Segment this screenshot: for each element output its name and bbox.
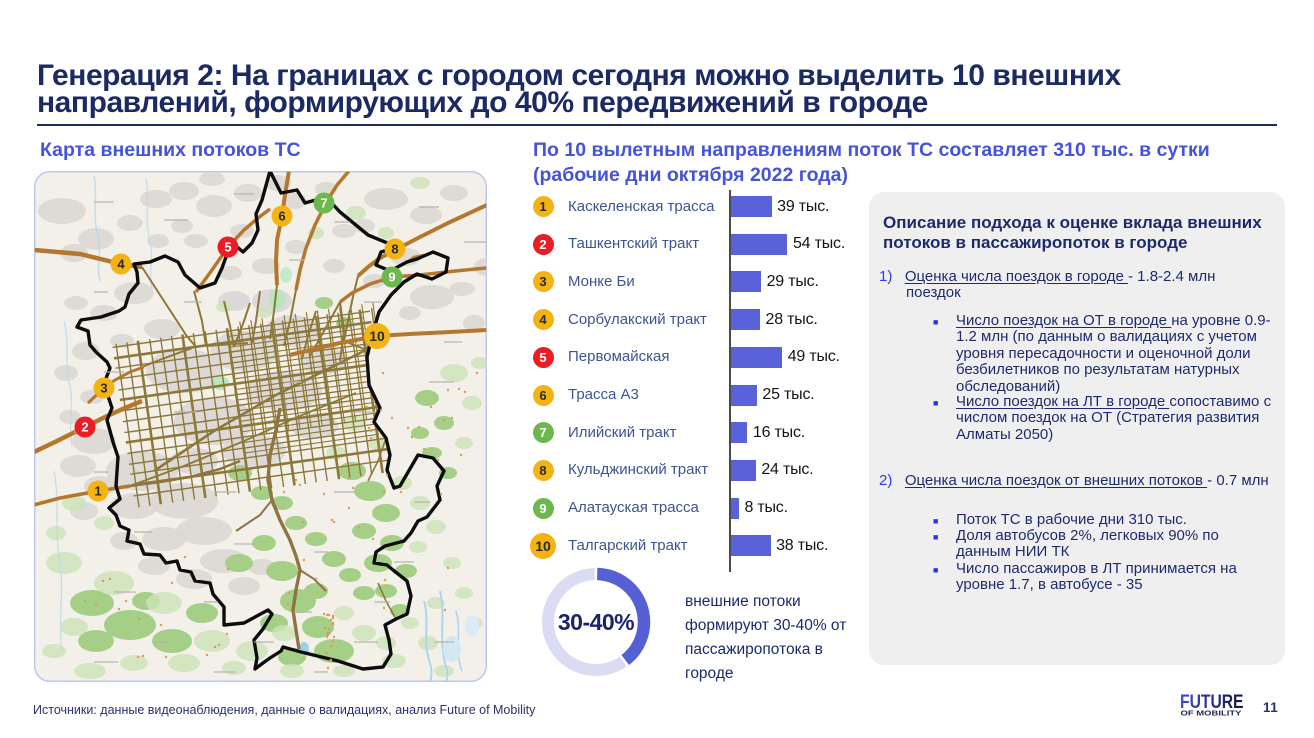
svg-text:5: 5 [224,240,231,255]
svg-text:7: 7 [320,196,327,211]
svg-text:FUTURE: FUTURE [1180,694,1244,713]
svg-text:4: 4 [117,257,125,272]
svg-text:10: 10 [369,328,385,344]
svg-text:9: 9 [388,270,395,285]
svg-text:6: 6 [278,209,285,224]
svg-text:OF MOBILITY: OF MOBILITY [1181,708,1242,717]
svg-text:1: 1 [94,484,101,499]
svg-text:3: 3 [100,381,107,396]
svg-text:2: 2 [81,420,88,435]
svg-text:8: 8 [391,242,398,257]
